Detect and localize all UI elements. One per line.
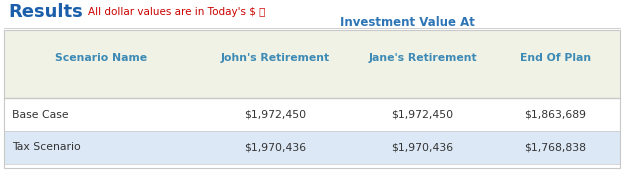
Text: Investment Value At: Investment Value At — [340, 15, 475, 29]
Text: All dollar values are in Today's $ ⓘ: All dollar values are in Today's $ ⓘ — [88, 7, 265, 17]
Text: $1,970,436: $1,970,436 — [391, 142, 454, 152]
FancyBboxPatch shape — [4, 131, 620, 164]
Text: Scenario Name: Scenario Name — [56, 53, 147, 63]
Text: Results: Results — [8, 3, 83, 21]
Text: John's Retirement: John's Retirement — [220, 53, 329, 63]
Text: Base Case: Base Case — [12, 109, 69, 120]
FancyBboxPatch shape — [4, 30, 620, 98]
Text: $1,972,450: $1,972,450 — [391, 109, 454, 120]
Text: $1,972,450: $1,972,450 — [244, 109, 306, 120]
Text: End Of Plan: End Of Plan — [520, 53, 591, 63]
Text: $1,768,838: $1,768,838 — [525, 142, 587, 152]
FancyBboxPatch shape — [4, 98, 620, 131]
Text: Jane's Retirement: Jane's Retirement — [368, 53, 477, 63]
Text: $1,863,689: $1,863,689 — [525, 109, 587, 120]
Text: $1,970,436: $1,970,436 — [244, 142, 306, 152]
Text: Tax Scenario: Tax Scenario — [12, 142, 80, 152]
